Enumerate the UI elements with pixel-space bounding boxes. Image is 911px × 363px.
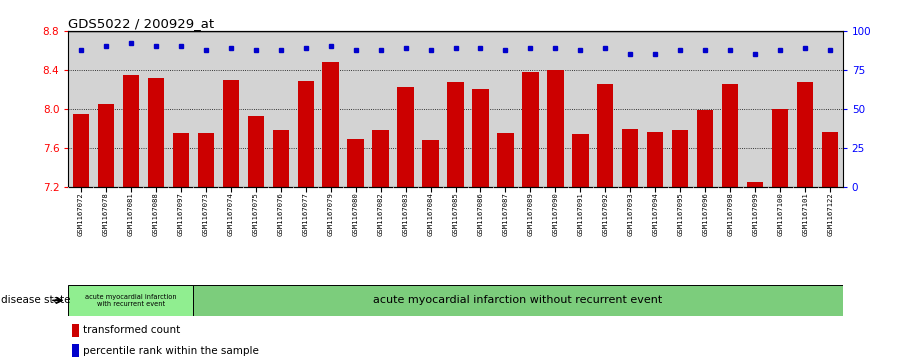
Text: acute myocardial infarction without recurrent event: acute myocardial infarction without recu… (374, 295, 662, 305)
Text: GSM1167078: GSM1167078 (103, 192, 108, 236)
Bar (522, 72, 538, 363)
Bar (423, 140, 438, 363)
Text: GSM1167073: GSM1167073 (203, 192, 209, 236)
Text: GSM1167095: GSM1167095 (677, 192, 683, 236)
Bar (72, 344, 79, 357)
Bar (222, 79, 239, 363)
Text: GSM1167082: GSM1167082 (377, 192, 384, 236)
Text: GSM1167100: GSM1167100 (777, 192, 783, 236)
Text: GSM1167088: GSM1167088 (153, 192, 159, 236)
Text: GSM1167076: GSM1167076 (278, 192, 283, 236)
Bar (198, 133, 214, 363)
Text: GSM1167075: GSM1167075 (252, 192, 259, 236)
Text: GSM1167122: GSM1167122 (827, 192, 834, 236)
Text: GSM1167081: GSM1167081 (128, 192, 134, 236)
Text: GSM1167079: GSM1167079 (328, 192, 333, 236)
Bar (322, 62, 339, 363)
Text: GSM1167080: GSM1167080 (353, 192, 359, 236)
Bar (272, 130, 289, 363)
Text: disease state: disease state (1, 295, 70, 305)
Bar (647, 132, 663, 363)
Text: GSM1167098: GSM1167098 (727, 192, 733, 236)
Bar (572, 134, 589, 363)
Bar (68, 285, 193, 316)
Bar (722, 83, 739, 363)
Text: GSM1167091: GSM1167091 (578, 192, 583, 236)
Bar (298, 81, 313, 363)
Text: GSM1167077: GSM1167077 (302, 192, 309, 236)
Text: GSM1167072: GSM1167072 (77, 192, 84, 236)
Text: GSM1167090: GSM1167090 (552, 192, 558, 236)
Bar (248, 116, 264, 363)
Bar (697, 110, 713, 363)
Bar (97, 104, 114, 363)
Bar (193, 285, 843, 316)
Bar (447, 82, 464, 363)
Text: GSM1167089: GSM1167089 (527, 192, 534, 236)
Bar (747, 182, 763, 363)
Text: GSM1167099: GSM1167099 (752, 192, 758, 236)
Bar (347, 139, 363, 363)
Bar (797, 82, 814, 363)
Text: GSM1167085: GSM1167085 (453, 192, 458, 236)
Text: percentile rank within the sample: percentile rank within the sample (83, 346, 259, 356)
Bar (397, 87, 414, 363)
Bar (72, 324, 79, 337)
Text: GDS5022 / 200929_at: GDS5022 / 200929_at (68, 17, 214, 30)
Bar (172, 133, 189, 363)
Bar (123, 75, 138, 363)
Bar (822, 132, 838, 363)
Bar (73, 114, 89, 363)
Text: GSM1167094: GSM1167094 (652, 192, 659, 236)
Text: GSM1167083: GSM1167083 (403, 192, 408, 236)
Bar (497, 133, 514, 363)
Bar (773, 109, 788, 363)
Text: GSM1167101: GSM1167101 (803, 192, 808, 236)
Text: GSM1167074: GSM1167074 (228, 192, 234, 236)
Text: GSM1167097: GSM1167097 (178, 192, 184, 236)
Bar (373, 130, 389, 363)
Bar (148, 78, 164, 363)
Text: GSM1167086: GSM1167086 (477, 192, 484, 236)
Text: transformed count: transformed count (83, 326, 180, 335)
Bar (672, 130, 689, 363)
Bar (473, 89, 488, 363)
Bar (598, 83, 613, 363)
Text: acute myocardial infarction
with recurrent event: acute myocardial infarction with recurre… (85, 294, 177, 307)
Bar (548, 70, 564, 363)
Text: GSM1167093: GSM1167093 (628, 192, 633, 236)
Text: GSM1167092: GSM1167092 (602, 192, 609, 236)
Bar (622, 129, 639, 363)
Text: GSM1167096: GSM1167096 (702, 192, 708, 236)
Text: GSM1167084: GSM1167084 (427, 192, 434, 236)
Text: GSM1167087: GSM1167087 (503, 192, 508, 236)
